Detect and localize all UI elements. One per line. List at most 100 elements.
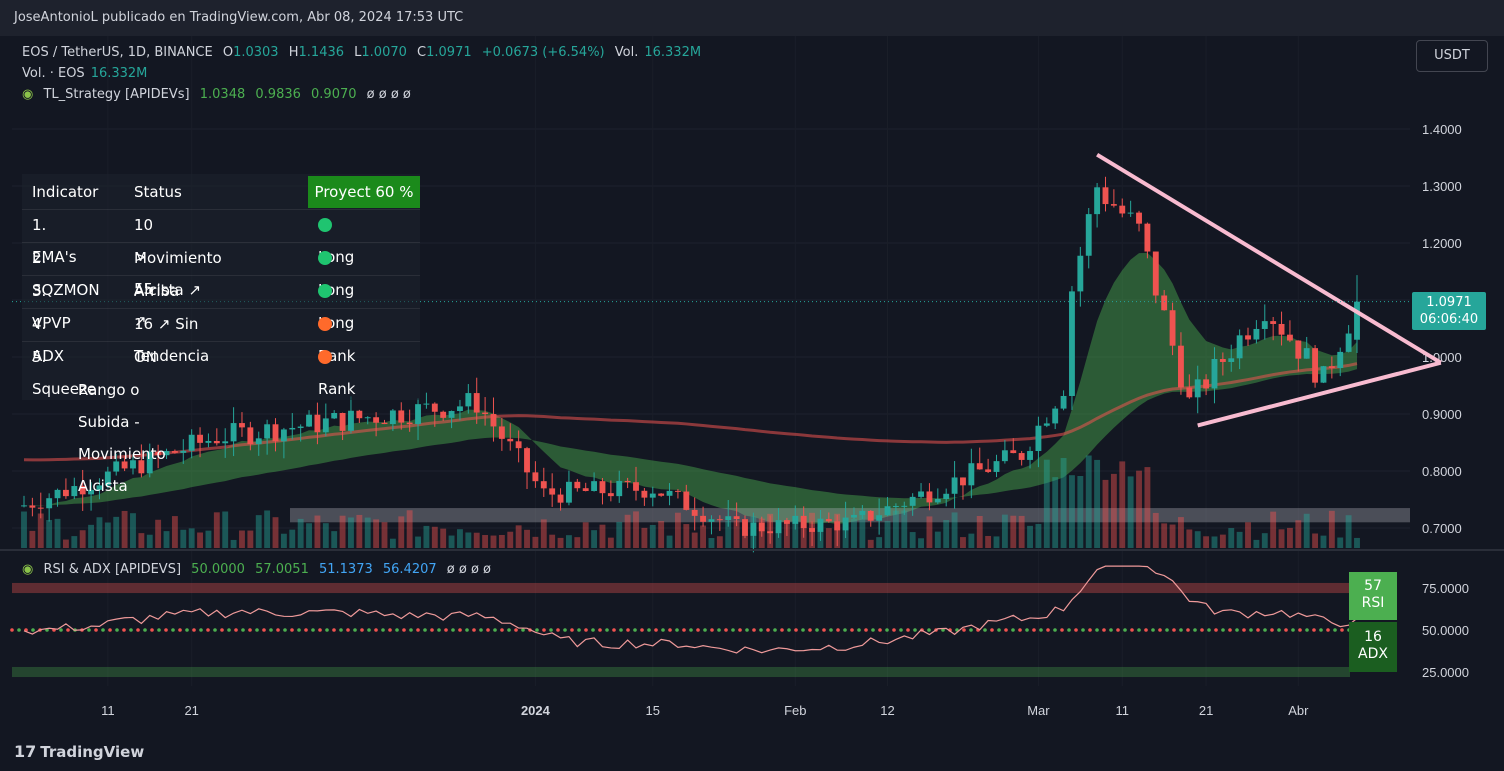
candle-body bbox=[21, 505, 27, 507]
rsi-mid-dot bbox=[388, 628, 392, 632]
volume-bar bbox=[54, 518, 61, 548]
candle-body bbox=[188, 434, 195, 451]
price-tick-label: 0.7000 bbox=[1422, 521, 1462, 536]
volume-bar bbox=[71, 536, 78, 548]
candle-body bbox=[557, 494, 564, 503]
candle-body bbox=[431, 403, 438, 412]
candle-body bbox=[1286, 334, 1293, 341]
candle-body bbox=[909, 496, 916, 506]
candle-body bbox=[306, 414, 312, 427]
volume-bar bbox=[876, 537, 883, 548]
signal-dot-icon bbox=[318, 350, 332, 364]
strategy-value-2: 0.9836 bbox=[255, 87, 301, 102]
rsi-mid-dot bbox=[829, 628, 833, 632]
table-row-status: 10 > 55 ↗ bbox=[134, 216, 154, 330]
symbol-legend: EOS / TetherUS, 1D, BINANCE O1.0303 H1.1… bbox=[22, 45, 707, 60]
high-label: H bbox=[288, 45, 299, 60]
volume-bar bbox=[934, 531, 941, 548]
volume-bar bbox=[892, 510, 899, 548]
candle-body bbox=[976, 463, 983, 470]
volume-bar bbox=[138, 533, 145, 548]
candle-body bbox=[297, 426, 304, 428]
rsi-mid-dot bbox=[1193, 628, 1197, 632]
strategy-label: TL_Strategy [APIDEVs] bbox=[43, 87, 190, 102]
rsi-mid-dot bbox=[220, 628, 224, 632]
rsi-mid-dot bbox=[1235, 628, 1239, 632]
candle-body bbox=[758, 522, 765, 532]
rsi-mid-dot bbox=[1221, 628, 1225, 632]
candle-body bbox=[817, 519, 824, 532]
volume-bar bbox=[448, 535, 455, 548]
adx-box-value: 16 bbox=[1364, 629, 1382, 645]
candle-body bbox=[1194, 379, 1201, 398]
candle-body bbox=[1178, 345, 1184, 388]
table-row-signal: Rank bbox=[318, 308, 355, 365]
volume-bar bbox=[280, 533, 287, 548]
volume-bar bbox=[985, 535, 992, 548]
long-ema-line bbox=[23, 362, 1358, 462]
volume-bar bbox=[574, 537, 581, 548]
candle-body bbox=[1219, 358, 1226, 362]
table-row-indicator: 4. ADX bbox=[32, 315, 65, 365]
candle-body bbox=[775, 520, 782, 534]
candle-body bbox=[658, 493, 665, 496]
candle-body bbox=[1337, 351, 1344, 369]
volume-bar bbox=[457, 529, 463, 548]
candle-body bbox=[1094, 187, 1101, 215]
candle-body bbox=[1169, 310, 1176, 346]
volume-bar bbox=[272, 517, 279, 548]
price-chart-svg[interactable]: 1.40001.30001.20001.10001.00000.90000.80… bbox=[0, 36, 1504, 736]
volume-bar bbox=[213, 512, 220, 548]
rsi-mid-dot bbox=[983, 628, 987, 632]
candle-body bbox=[1228, 358, 1235, 362]
candle-body bbox=[1236, 335, 1243, 359]
volume-bar bbox=[1035, 523, 1042, 548]
table-row-signal: Long bbox=[318, 242, 354, 299]
rsi-mid-dot bbox=[878, 628, 882, 632]
rsi-mid-dot bbox=[682, 628, 686, 632]
candle-body bbox=[264, 424, 271, 439]
table-row-indicator: 3. VPVP bbox=[32, 282, 71, 332]
rsi-mid-dot bbox=[430, 628, 434, 632]
candle-body bbox=[532, 472, 539, 482]
candle-body bbox=[884, 506, 891, 516]
volume-bar bbox=[146, 534, 153, 548]
volume-bar bbox=[951, 512, 958, 548]
rsi-mid-dot bbox=[1088, 628, 1092, 632]
time-tick-label: 12 bbox=[880, 703, 894, 718]
rsi-mid-dot bbox=[395, 628, 399, 632]
price-tick-label: 1.2000 bbox=[1422, 236, 1462, 251]
candle-body bbox=[1110, 204, 1117, 206]
rsi-mid-dot bbox=[101, 628, 105, 632]
signal-label: Rank bbox=[318, 380, 356, 398]
chart-area[interactable]: 1.40001.30001.20001.10001.00000.90000.80… bbox=[0, 36, 1504, 736]
rsi-box-label: RSI bbox=[1361, 595, 1385, 611]
rsi-mid-dot bbox=[542, 628, 546, 632]
candle-body bbox=[498, 426, 505, 439]
rsi-mid-dot bbox=[1340, 628, 1344, 632]
candle-body bbox=[1261, 321, 1268, 329]
candle-body bbox=[465, 393, 472, 407]
volume-bar bbox=[381, 522, 388, 548]
rsi-mid-dot bbox=[1242, 628, 1246, 632]
candle-body bbox=[1018, 453, 1025, 460]
tradingview-logo[interactable]: 17 TradingView bbox=[14, 742, 144, 761]
rsi-mid-dot bbox=[787, 628, 791, 632]
table-header-indicator: Indicator bbox=[32, 183, 99, 201]
volume-bar bbox=[901, 510, 908, 548]
candle-body bbox=[247, 427, 254, 445]
rsi-mid-dot bbox=[1256, 628, 1260, 632]
candle-body bbox=[901, 505, 908, 507]
rsi-mid-dot bbox=[479, 628, 483, 632]
signal-dot-icon bbox=[318, 284, 332, 298]
rsi-mid-dot bbox=[353, 628, 357, 632]
rsi-mid-dot bbox=[444, 628, 448, 632]
current-price-box: 1.0971 06:06:40 bbox=[1412, 292, 1486, 330]
rsi-mid-dot bbox=[255, 628, 259, 632]
candle-body bbox=[985, 469, 992, 472]
candle-body bbox=[733, 516, 740, 520]
candle-body bbox=[255, 438, 262, 445]
volume-bar bbox=[1043, 459, 1050, 548]
currency-button[interactable]: USDT bbox=[1416, 40, 1488, 72]
candle-body bbox=[130, 460, 136, 469]
